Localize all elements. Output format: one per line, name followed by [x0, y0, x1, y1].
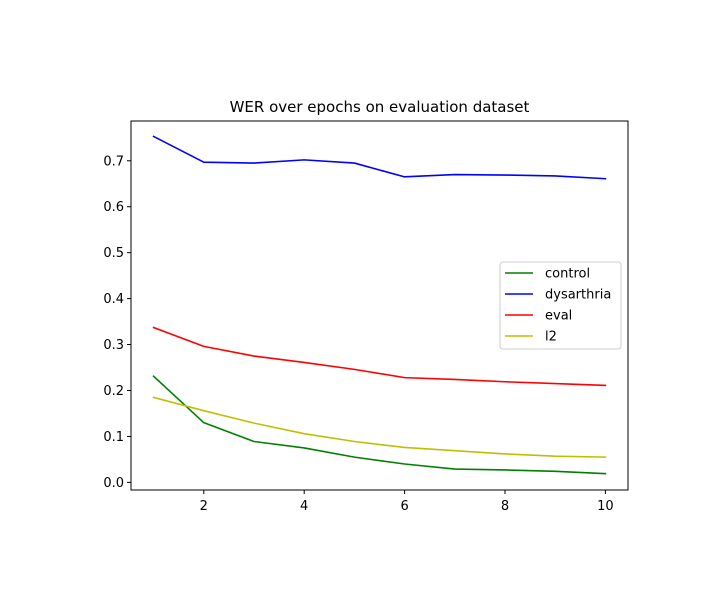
x-tick-label: 8: [501, 499, 509, 514]
x-tick-label: 4: [300, 499, 308, 514]
legend-label-eval: eval: [545, 309, 572, 324]
x-tick-label: 2: [200, 499, 208, 514]
x-tick-label: 10: [597, 499, 614, 514]
y-tick-label: 0.5: [103, 246, 124, 261]
legend-label-dysarthria: dysarthria: [545, 288, 611, 303]
x-tick-label: 6: [400, 499, 408, 514]
x-axis: 2 4 6 8 10: [200, 490, 614, 514]
y-tick-label: 0.7: [103, 154, 124, 169]
series-line-eval: [152, 326, 607, 387]
legend-label-control: control: [545, 267, 590, 282]
y-tick-label: 0.0: [103, 476, 124, 491]
y-tick-label: 0.2: [103, 384, 124, 399]
y-tick-label: 0.3: [103, 338, 124, 353]
legend-label-l2: l2: [545, 330, 557, 345]
legend: control dysarthria eval l2: [499, 261, 622, 350]
series-line-control: [152, 375, 607, 475]
y-tick-label: 0.1: [103, 430, 124, 445]
plot-area-frame: [130, 120, 629, 491]
chart-title: WER over epochs on evaluation dataset: [230, 98, 530, 116]
y-tick-label: 0.6: [103, 200, 124, 215]
legend-box: [499, 261, 622, 350]
series-line-dysarthria: [152, 135, 607, 180]
series-layer: [152, 135, 607, 475]
y-axis: 0.0 0.1 0.2 0.3 0.4 0.5 0.6 0.7: [103, 154, 131, 491]
series-line-l2: [152, 396, 607, 458]
y-tick-label: 0.4: [103, 292, 124, 307]
